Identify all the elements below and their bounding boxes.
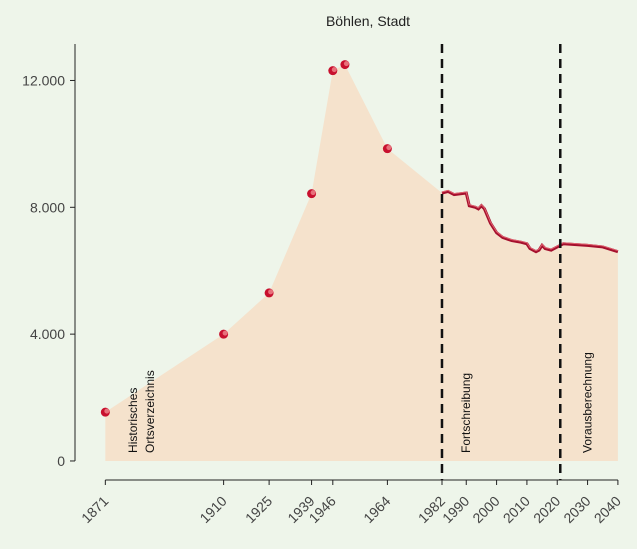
- x-tick-label: 2010: [500, 493, 533, 526]
- x-tick-label: 1925: [242, 493, 275, 526]
- x-tick-label: 2020: [530, 493, 563, 526]
- annotation: Historisches: [126, 388, 140, 453]
- area: [105, 64, 618, 461]
- annotation: Ortsverzeichnis: [143, 370, 157, 453]
- y-tick-label: 4.000: [30, 326, 65, 342]
- point-highlight: [343, 61, 349, 67]
- x-tick-label: 2040: [591, 493, 624, 526]
- x-tick-label: 1910: [196, 493, 229, 526]
- annotation: Fortschreibung: [459, 373, 473, 453]
- x-tick-label: 1964: [360, 493, 393, 526]
- point-highlight: [222, 330, 228, 336]
- x-tick-label: 2030: [560, 493, 593, 526]
- y-tick-label: 12.000: [22, 72, 65, 88]
- point-highlight: [104, 408, 110, 414]
- annotation: Vorausberechnung: [580, 352, 594, 453]
- point-highlight: [268, 289, 274, 295]
- point-highlight: [386, 145, 392, 151]
- y-tick-label: 0: [57, 453, 65, 469]
- chart-title: Böhlen, Stadt: [326, 13, 410, 29]
- x-tick-label: 1871: [78, 493, 111, 526]
- x-tick-label: 2000: [469, 493, 502, 526]
- point-highlight: [310, 190, 316, 196]
- x-tick-label: 1990: [439, 493, 472, 526]
- y-tick-label: 8.000: [30, 199, 65, 215]
- point-highlight: [331, 67, 337, 73]
